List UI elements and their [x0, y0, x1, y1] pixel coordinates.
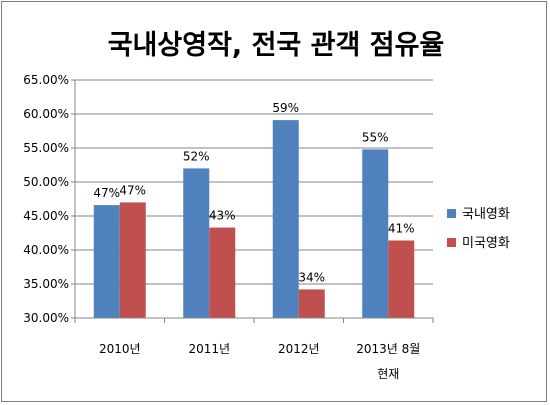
x-tick-label: 2010년	[99, 342, 141, 356]
y-tick-label: 45.00%	[23, 209, 69, 223]
data-label: 59%	[272, 101, 299, 115]
bar	[362, 149, 389, 318]
bar	[209, 227, 236, 318]
bar	[388, 240, 415, 318]
x-tick-label: 2013년 8월	[356, 342, 420, 356]
bars	[93, 120, 415, 319]
y-tick-label: 30.00%	[23, 311, 69, 325]
data-label: 43%	[209, 209, 236, 223]
chart-title: 국내상영작, 전국 관객 점유율	[108, 30, 445, 61]
y-tick-label: 35.00%	[23, 277, 69, 291]
data-label: 47%	[119, 183, 146, 197]
data-label: 55%	[362, 130, 389, 144]
data-label: 34%	[298, 270, 325, 284]
data-labels: 47% 47% 52% 43% 59% 34% 55% 41%	[93, 101, 414, 284]
y-axis: 30.00% 35.00% 40.00% 45.00% 50.00% 55.00% 60.0…	[23, 73, 76, 325]
data-label: 41%	[388, 221, 415, 235]
x-tick-label: 2011년	[188, 342, 230, 356]
legend-swatch	[447, 238, 456, 247]
y-tick-label: 50.00%	[23, 175, 69, 189]
y-tick-label: 40.00%	[23, 243, 69, 257]
bar	[298, 289, 325, 318]
legend-label: 미국영화	[462, 236, 510, 251]
x-tick-label: 현재	[377, 367, 399, 381]
data-label: 52%	[183, 149, 210, 163]
x-tick-label: 2012년	[278, 342, 320, 356]
legend-swatch	[447, 209, 456, 218]
bar	[93, 205, 120, 318]
bar	[119, 202, 146, 318]
y-tick-label: 60.00%	[23, 107, 69, 121]
legend-label: 국내영화	[462, 207, 510, 222]
data-label: 47%	[93, 186, 120, 200]
y-tick-label: 65.00%	[23, 73, 69, 87]
bar	[183, 168, 210, 318]
bar	[272, 120, 299, 319]
y-tick-label: 55.00%	[23, 141, 69, 155]
